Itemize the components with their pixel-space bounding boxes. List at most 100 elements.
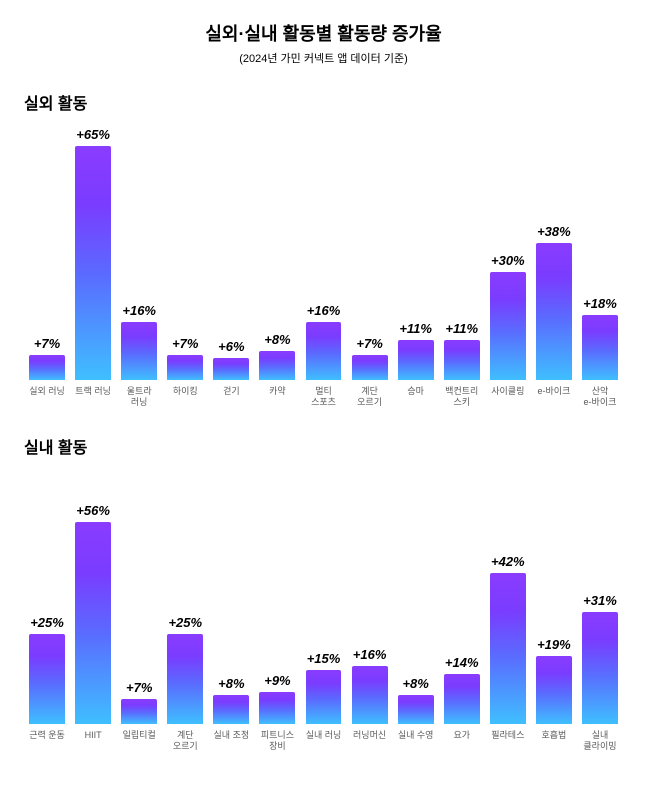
bar-rect (75, 146, 111, 380)
bar-category-label: 실외 러닝 (24, 386, 70, 410)
bar-category-label: e-바이크 (531, 386, 577, 410)
bar-category-label: 하이킹 (162, 386, 208, 410)
bar: +8% (393, 676, 439, 724)
bar: +19% (531, 637, 577, 724)
bar-category-label: 걷기 (208, 386, 254, 410)
bar-category-label: 산악 e-바이크 (577, 386, 623, 410)
bar-category-label: 계단 오르기 (347, 386, 393, 410)
bar: +15% (300, 651, 346, 724)
bar-rect (121, 322, 157, 380)
bar-rect (444, 340, 480, 380)
bar-category-label: 실내 조정 (208, 730, 254, 754)
bar-category-label: 실내 러닝 (300, 730, 346, 754)
bar-rect (490, 573, 526, 724)
bar-chart: +25% +56% +7% +25% +8% +9% +15% +16% +8% +14% +42%… (24, 464, 623, 724)
bar-rect (167, 355, 203, 380)
bar-value-label: +8% (402, 676, 428, 691)
bar-value-label: +11% (445, 321, 478, 336)
bar-value-label: +15% (307, 651, 341, 666)
bar: +16% (116, 303, 162, 380)
bar-value-label: +38% (537, 224, 571, 239)
bar-rect (306, 670, 342, 724)
bar-category-label: 카약 (254, 386, 300, 410)
bar-rect (75, 522, 111, 724)
bar-category-label: 피트니스 장비 (254, 730, 300, 754)
bar-rect (259, 692, 295, 724)
bar: +42% (485, 554, 531, 724)
bar-category-label: 실내 클라이밍 (577, 730, 623, 754)
bar-value-label: +14% (445, 655, 479, 670)
bar: +38% (531, 224, 577, 380)
bar-value-label: +25% (168, 615, 202, 630)
bar-rect (306, 322, 342, 380)
section-title: 실내 활동 (24, 434, 623, 458)
bar: +16% (300, 303, 346, 380)
bar-rect (121, 699, 157, 724)
bar-value-label: +6% (218, 339, 244, 354)
bar-value-label: +7% (172, 336, 198, 351)
bar-value-label: +11% (399, 321, 432, 336)
bar: +6% (208, 339, 254, 380)
bar-rect (213, 358, 249, 380)
bar-value-label: +25% (30, 615, 64, 630)
bar: +65% (70, 127, 116, 380)
bar-rect (213, 695, 249, 724)
bar: +18% (577, 296, 623, 380)
bar-category-label: 요가 (439, 730, 485, 754)
bar-category-label: 계단 오르기 (162, 730, 208, 754)
bar: +30% (485, 253, 531, 380)
bar-value-label: +7% (356, 336, 382, 351)
bar: +7% (116, 680, 162, 724)
bar-value-label: +8% (218, 676, 244, 691)
bar: +9% (254, 673, 300, 724)
bar-rect (582, 612, 618, 724)
bar: +7% (162, 336, 208, 380)
bar: +7% (347, 336, 393, 380)
bar-value-label: +16% (122, 303, 156, 318)
bar: +25% (162, 615, 208, 724)
bar-rect (29, 355, 65, 380)
bar: +8% (254, 332, 300, 380)
page-subtitle: (2024년 가민 커넥트 앱 데이터 기준) (24, 50, 623, 66)
bar-category-label: 승마 (393, 386, 439, 410)
bar-value-label: +16% (307, 303, 341, 318)
bar-value-label: +7% (126, 680, 152, 695)
bar-value-label: +31% (583, 593, 617, 608)
bar-value-label: +56% (76, 503, 110, 518)
bar-rect (536, 656, 572, 724)
bar-rect (398, 340, 434, 380)
bar-rect (29, 634, 65, 724)
bar-category-label: HIIT (70, 730, 116, 754)
bar-rect (444, 674, 480, 724)
bar-category-label: 울트라 러닝 (116, 386, 162, 410)
bar-category-label: 근력 운동 (24, 730, 70, 754)
bar: +11% (439, 321, 485, 380)
bar: +56% (70, 503, 116, 724)
bar-rect (167, 634, 203, 724)
bar: +7% (24, 336, 70, 380)
bar-rect (490, 272, 526, 380)
bar-rect (352, 355, 388, 380)
bar: +16% (347, 647, 393, 724)
bar-rect (259, 351, 295, 380)
bar: +25% (24, 615, 70, 724)
bar-category-label: 백컨트리 스키 (439, 386, 485, 410)
bar-category-label: 호흡법 (531, 730, 577, 754)
bar-category-label: 트랙 러닝 (70, 386, 116, 410)
bar-rect (536, 243, 572, 380)
bar-value-label: +18% (583, 296, 617, 311)
bar-rect (582, 315, 618, 380)
bar-chart: +7%+65%+16%+7%+6%+8%+16%+7%+11%+11%+30%+… (24, 120, 623, 380)
bar: +11% (393, 321, 439, 380)
bar-rect (352, 666, 388, 724)
bar-value-label: +19% (537, 637, 571, 652)
page-title: 실외·실내 활동별 활동량 증가율 (24, 20, 623, 46)
bar-value-label: +9% (264, 673, 290, 688)
section-title: 실외 활동 (24, 90, 623, 114)
bar-value-label: +42% (491, 554, 525, 569)
bar-category-label: 러닝머신 (347, 730, 393, 754)
bar-value-label: +8% (264, 332, 290, 347)
bar-category-label: 필라테스 (485, 730, 531, 754)
bar-value-label: +16% (353, 647, 387, 662)
bar: +14% (439, 655, 485, 724)
